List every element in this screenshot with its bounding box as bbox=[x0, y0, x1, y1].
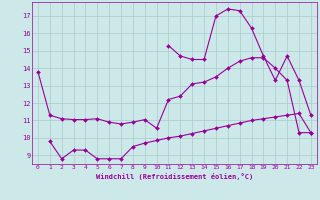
X-axis label: Windchill (Refroidissement éolien,°C): Windchill (Refroidissement éolien,°C) bbox=[96, 173, 253, 180]
